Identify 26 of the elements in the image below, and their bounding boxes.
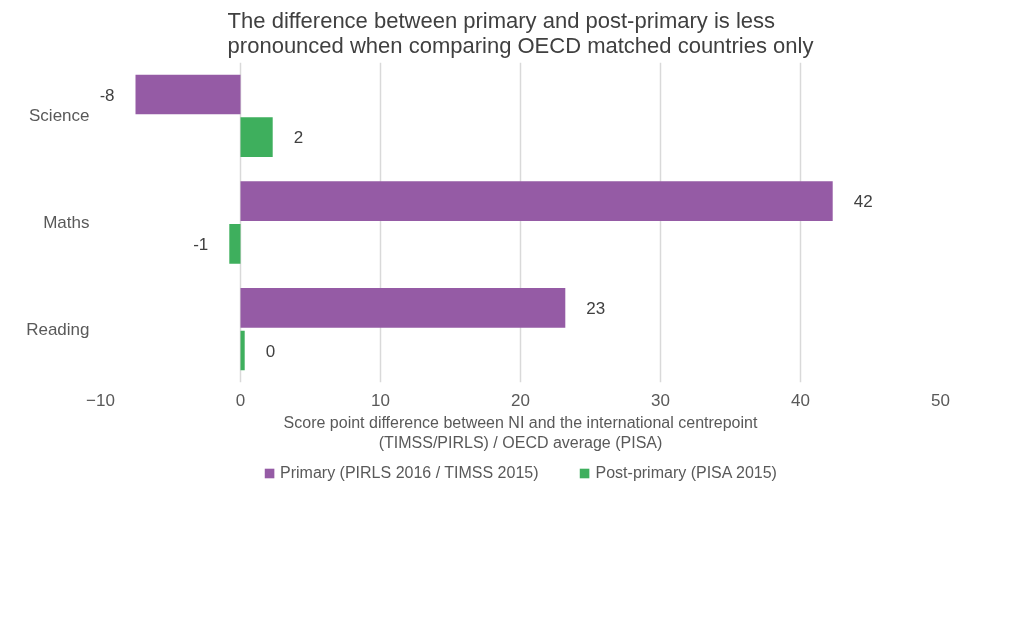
x-tick-label: 50 [931,390,950,410]
y-tick-label: Reading [26,319,90,339]
data-label: 2 [293,128,304,148]
data-label: -8 [99,85,115,105]
y-tick-label: Maths [43,213,90,232]
chart-title: The difference between primary and post-primary is less pronounced when comparing OECD matched countries only [227,7,814,58]
data-label: 23 [586,298,606,318]
bar [240,330,245,371]
x-tick-label: −10 [86,390,115,410]
data-label: 0 [265,341,276,361]
x-tick-label: 30 [651,390,670,410]
x-tick-label: 10 [371,390,390,410]
data-label: 42 [853,192,873,212]
x-axis-title: Score point difference between NI and the international centrepoint (TIMSS/PIRLS) / OECD average (PISA) [283,413,758,451]
x-tick-label: 40 [791,390,810,410]
x-tick-label: 20 [511,390,530,410]
bar [240,287,566,328]
y-tick-label: Science [29,106,90,126]
legend-label: Primary (PIRLS 2016 / TIMSS 2015) [280,464,539,482]
bar [240,181,833,222]
legend-label: Post-primary (PISA 2015) [595,464,777,482]
x-tick-label: 0 [235,390,246,410]
bar [135,74,241,115]
bar [229,223,241,264]
bar [240,117,273,158]
data-label: -1 [193,234,209,254]
